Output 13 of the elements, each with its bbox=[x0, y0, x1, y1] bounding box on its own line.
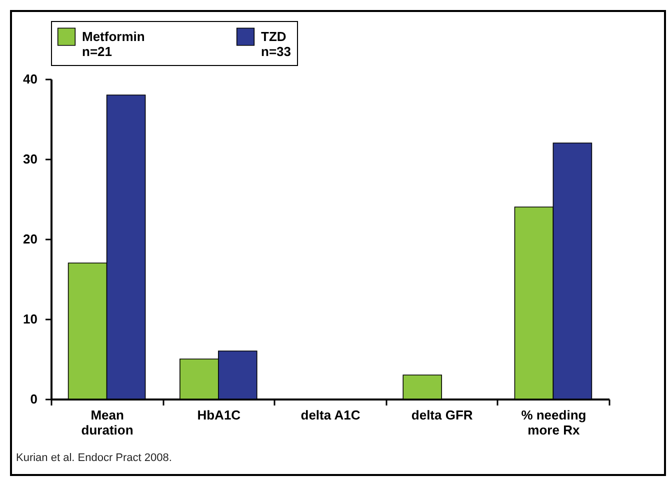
legend-label: Metformin n=21 bbox=[82, 28, 145, 59]
x-tick-label: delta A1C bbox=[300, 408, 361, 422]
text: Kurian et al. Endocr Pract 2008. bbox=[16, 452, 172, 464]
y-tick-label: 30 bbox=[23, 152, 38, 166]
y-tick-label: 40 bbox=[23, 72, 38, 86]
x-tick-label: delta GFR bbox=[411, 408, 474, 422]
x-tick-label: HbA1C bbox=[197, 408, 242, 422]
y-tick-label: 20 bbox=[23, 232, 38, 246]
y-tick-label: 0 bbox=[30, 392, 38, 406]
x-tick-label: Mean duration bbox=[81, 408, 134, 438]
y-tick-label: 10 bbox=[23, 312, 38, 326]
legend-label: TZD n=33 bbox=[261, 28, 291, 59]
x-tick-label: % needing more Rx bbox=[521, 408, 586, 438]
